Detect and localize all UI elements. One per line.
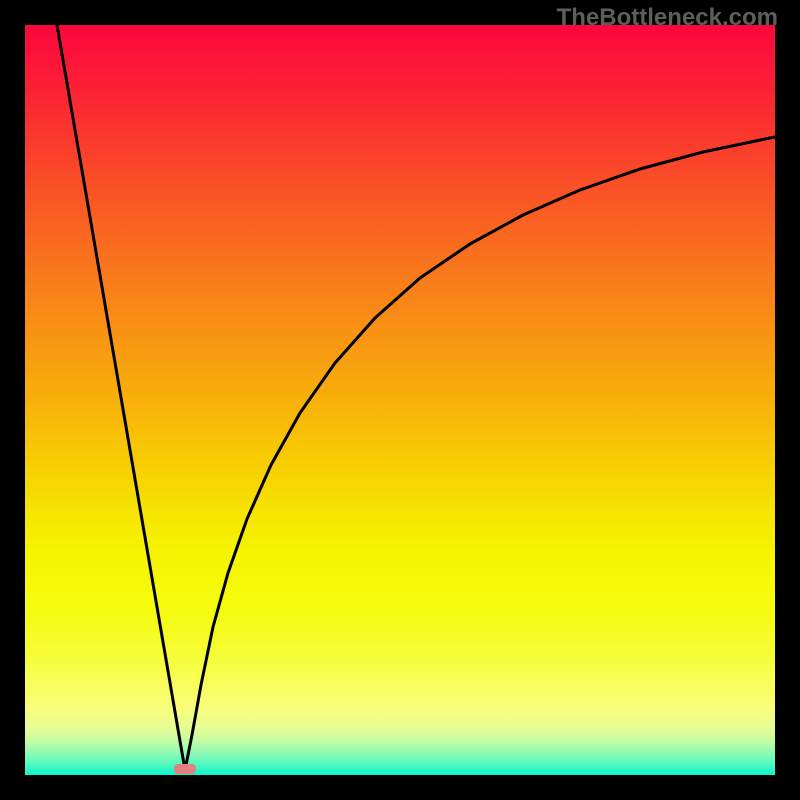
gradient-background [25, 25, 775, 775]
chart-container: TheBottleneck.com [0, 0, 800, 800]
watermark-text: TheBottleneck.com [557, 4, 778, 32]
gradient-rect [25, 25, 775, 775]
plot-area [25, 25, 775, 775]
minimum-marker [174, 764, 196, 774]
